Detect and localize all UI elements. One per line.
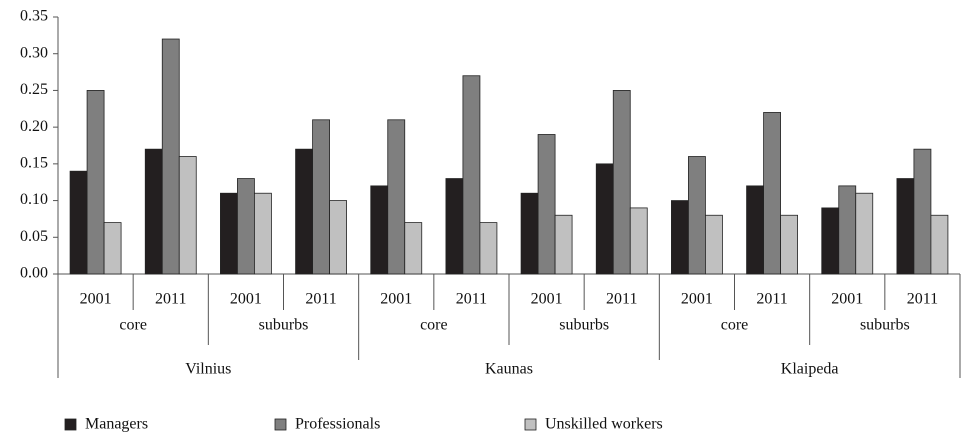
bar [763,112,781,275]
subgroup-label: core [721,317,749,334]
bar [86,90,105,275]
y-tick-label: 0.20 [20,118,48,135]
x-tick-label: 2001 [831,291,863,308]
bar [178,156,197,275]
bar [329,200,347,275]
bar [688,156,706,275]
bar [161,38,180,275]
bar [930,214,949,275]
y-tick-label: 0.25 [20,81,48,98]
bar [462,75,481,275]
legend-swatch [64,418,77,431]
bar [821,207,840,275]
bar [445,178,464,275]
bar [780,214,798,275]
x-tick-label: 2001 [230,291,262,308]
subgroup-label: suburbs [860,317,910,334]
x-tick-label: 2011 [907,291,938,308]
bar [629,207,648,275]
x-tick-label: 2001 [380,291,412,308]
bar [913,148,932,275]
bar [254,192,272,275]
subgroup-label: core [420,317,448,334]
bar [855,192,874,275]
bar [746,185,764,275]
bar [295,148,313,275]
bar [705,214,723,275]
x-tick-label: 2011 [606,291,637,308]
legend-label: Unskilled workers [545,416,663,433]
group-label: Klaipeda [781,361,839,378]
group-label: Vilnius [185,361,231,378]
y-tick-label: 0.15 [20,155,48,172]
bar [69,170,88,275]
y-tick-label: 0.30 [20,44,48,61]
group-label: Kaunas [485,361,533,378]
bar [838,185,857,275]
x-tick-label: 2011 [756,291,787,308]
subgroup-label: suburbs [559,317,609,334]
bar [595,163,614,275]
bar [237,178,255,275]
x-tick-label: 2011 [305,291,336,308]
bar [612,90,631,275]
bar [103,222,122,275]
legend-swatch [274,418,287,431]
bar [312,119,330,275]
x-tick-label: 2001 [681,291,713,308]
subgroup-label: suburbs [259,317,309,334]
y-tick-label: 0.35 [20,8,48,25]
x-tick-label: 2001 [80,291,112,308]
subgroup-label: core [119,317,147,334]
bar [387,119,406,275]
bar [896,178,915,275]
legend-swatch [524,418,537,431]
x-tick-label: 2011 [456,291,487,308]
bar [370,185,389,275]
legend-label: Managers [85,416,148,433]
bar [144,148,163,275]
bar [537,134,556,275]
bar [520,192,539,275]
bar [671,200,689,275]
x-tick-label: 2011 [155,291,186,308]
bar [220,192,238,275]
legend-label: Professionals [295,416,380,433]
bar [479,222,498,275]
y-tick-label: 0.10 [20,191,48,208]
y-tick-label: 0.05 [20,228,48,245]
y-tick-label: 0.00 [20,265,48,282]
bar [404,222,423,275]
x-tick-label: 2001 [531,291,563,308]
bar [554,214,573,275]
